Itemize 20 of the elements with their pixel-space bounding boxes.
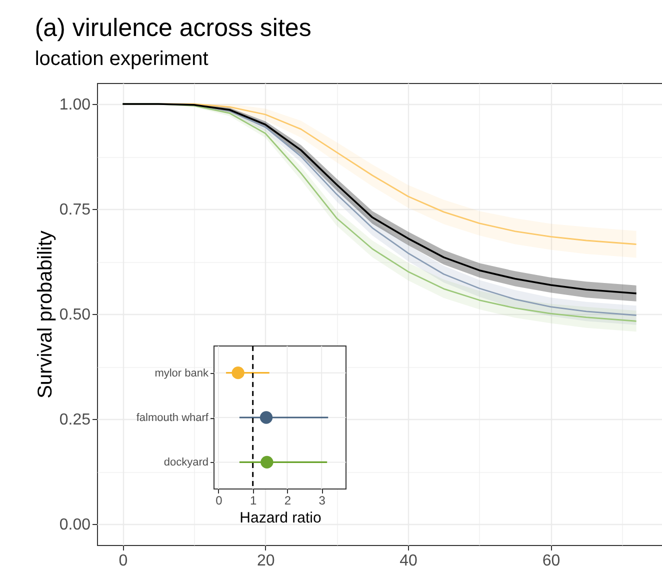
x-tick-label: 60 — [542, 552, 560, 570]
y-tick-label: mylor bank — [154, 367, 209, 380]
x-tick-label: 1 — [250, 494, 257, 508]
x-tick-label: 40 — [400, 552, 418, 570]
y-tick-label: 0.25 — [59, 412, 91, 428]
y-axis-title: Survival probability — [34, 230, 56, 398]
y-tick-label: 1.00 — [59, 96, 91, 114]
y-tick-label: falmouth wharf — [136, 412, 210, 424]
chart-subtitle: location experiment — [34, 48, 209, 70]
x-tick-label: 3 — [318, 494, 326, 508]
y-tick-label: 0.00 — [59, 516, 91, 534]
x-tick-label: 20 — [256, 552, 275, 570]
x-axis-title: Hazard ratio — [240, 510, 322, 526]
y-tick-label: 0.75 — [59, 202, 91, 218]
x-tick-label: 0 — [216, 494, 223, 508]
y-tick-label: 0.50 — [59, 306, 91, 324]
chart-title: (a) virulence across sites — [34, 14, 312, 42]
x-tick-label: 2 — [284, 494, 292, 508]
y-tick-label: dockyard — [164, 456, 208, 469]
x-tick-label: 0 — [118, 552, 128, 570]
